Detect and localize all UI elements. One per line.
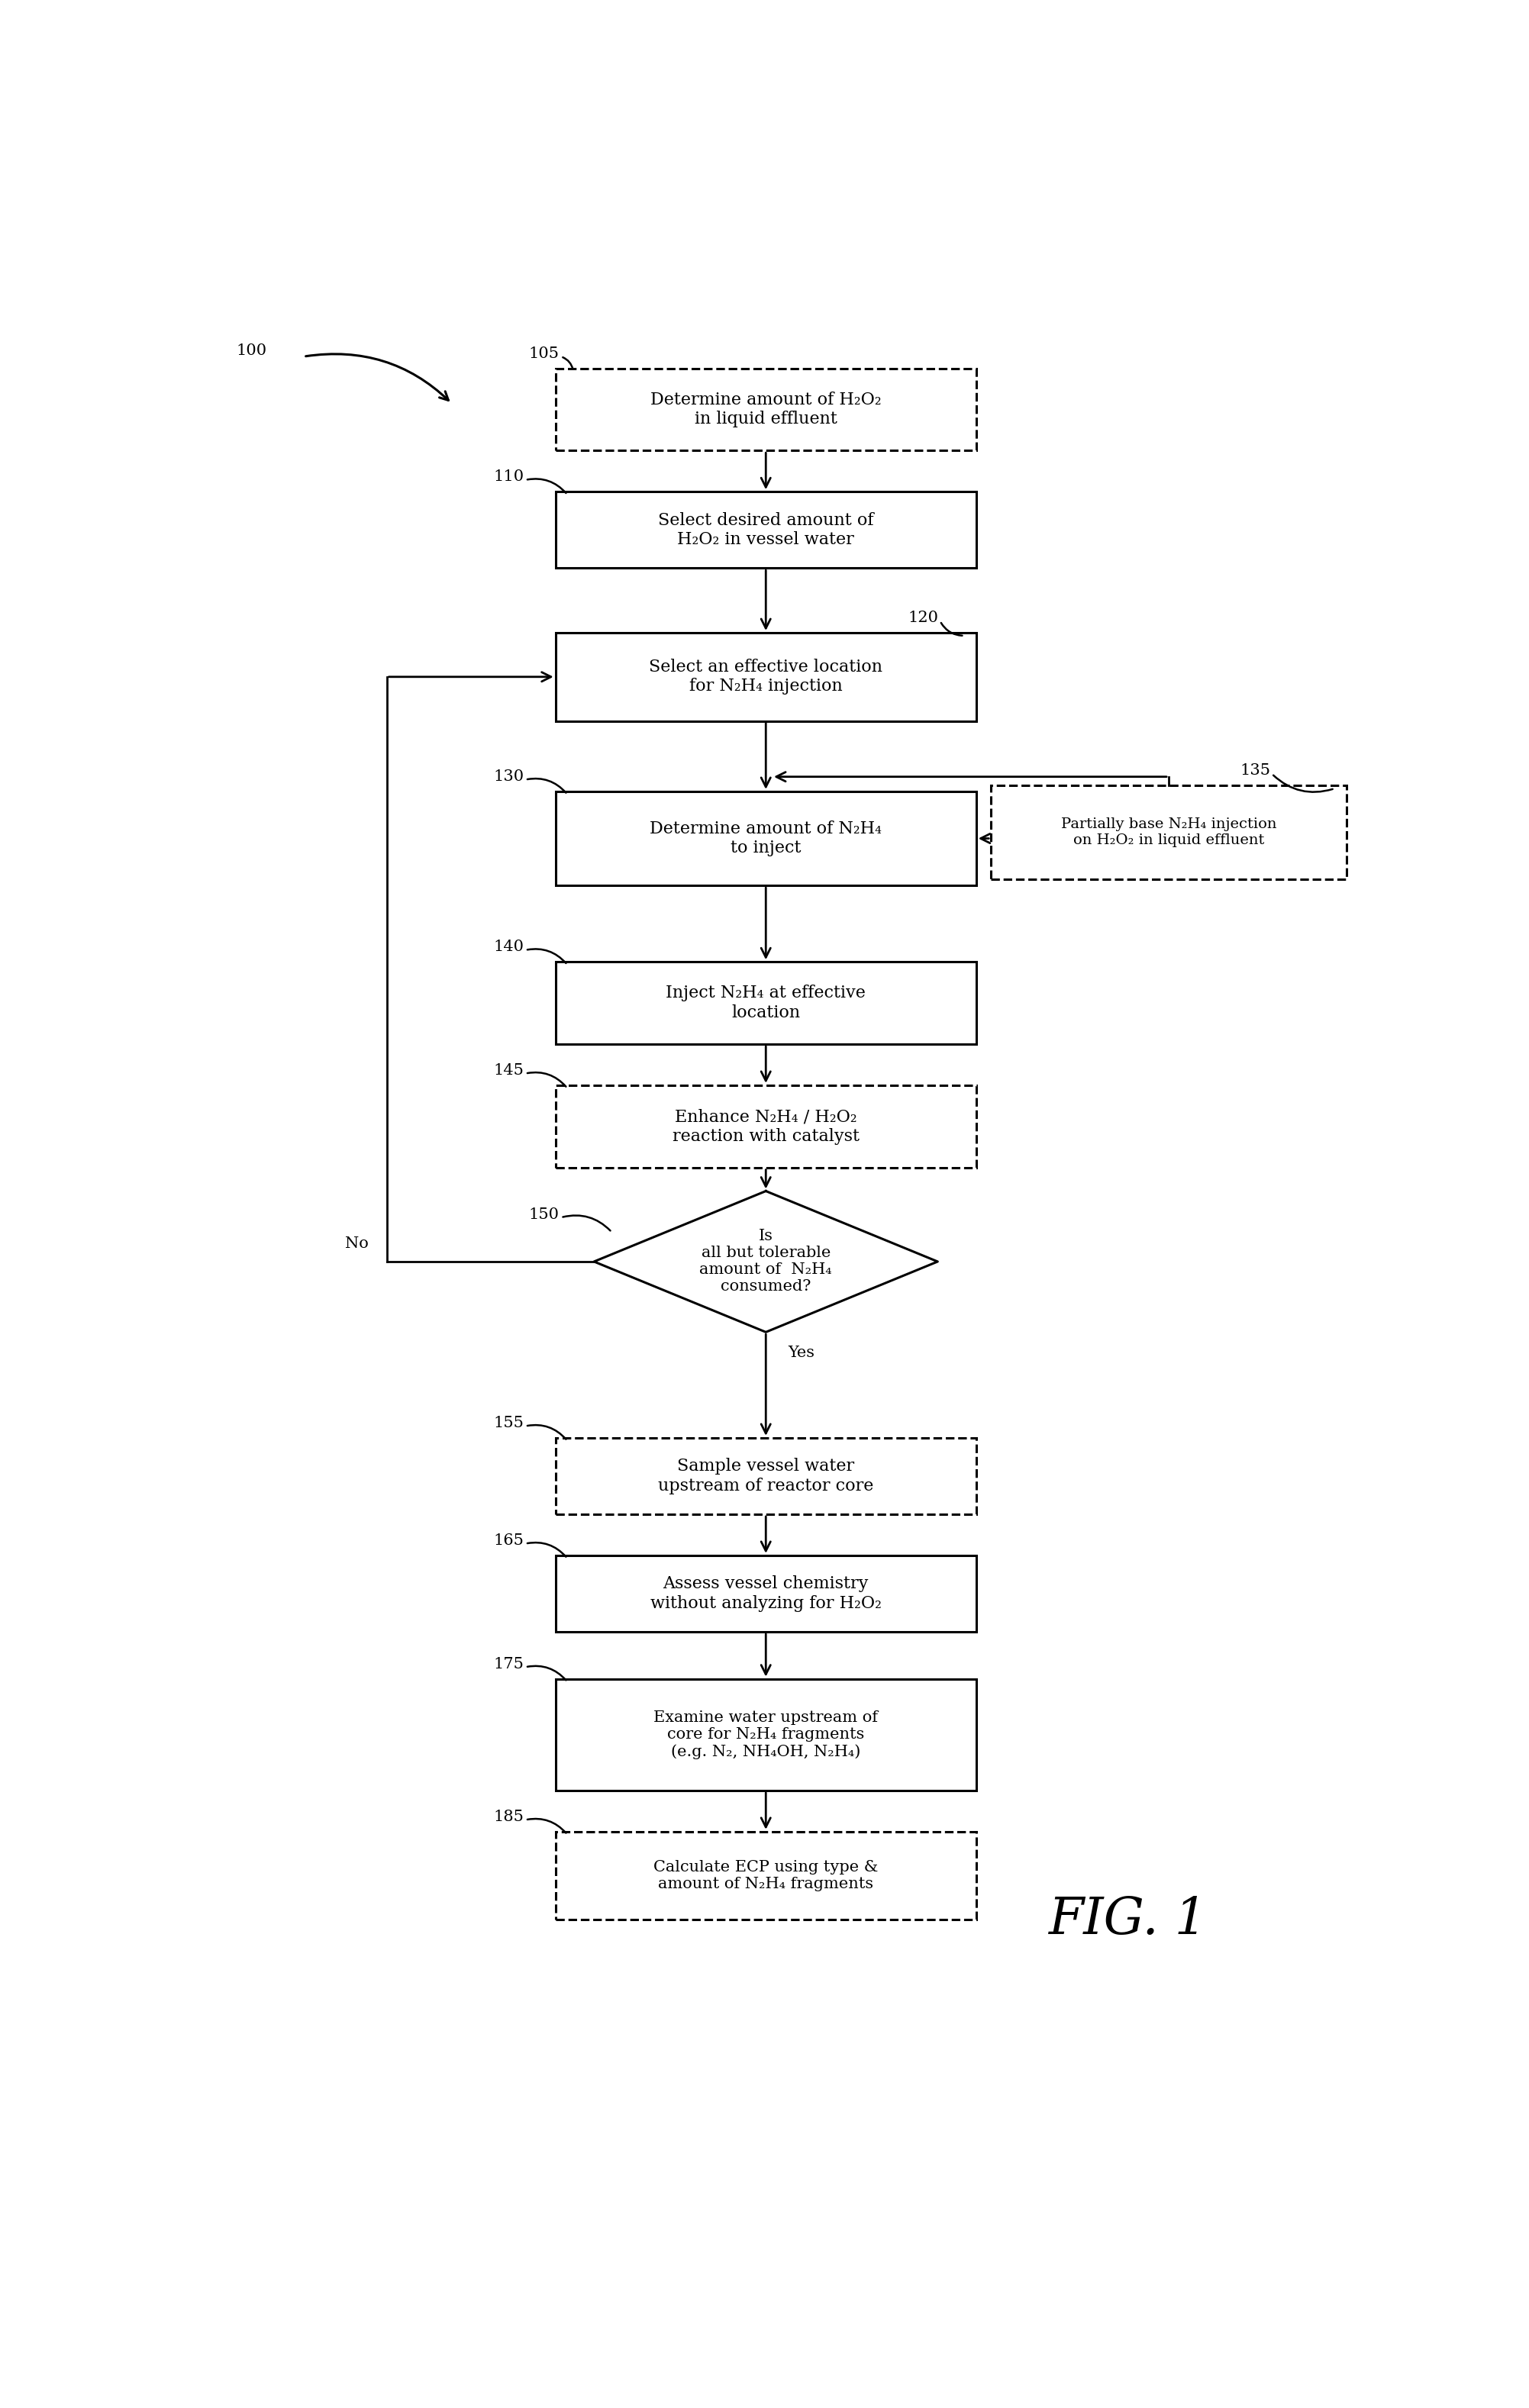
Text: 150: 150	[529, 1206, 560, 1221]
Text: Sample vessel water
upstream of reactor core: Sample vessel water upstream of reactor …	[657, 1457, 873, 1495]
Text: 175: 175	[494, 1657, 524, 1671]
Bar	[555, 1678, 976, 1792]
Text: Calculate ECP using type &
amount of N₂H₄ fragments: Calculate ECP using type & amount of N₂H…	[653, 1859, 878, 1890]
Text: 130: 130	[494, 771, 524, 785]
Bar	[555, 1438, 976, 1515]
Bar	[555, 961, 976, 1045]
Text: 140: 140	[494, 939, 524, 954]
Bar	[555, 792, 976, 886]
Text: Enhance N₂H₄ / H₂O₂
reaction with catalyst: Enhance N₂H₄ / H₂O₂ reaction with cataly…	[673, 1108, 859, 1144]
Text: Partially base N₂H₄ injection
on H₂O₂ in liquid effluent: Partially base N₂H₄ injection on H₂O₂ in…	[1061, 819, 1277, 848]
Bar	[555, 633, 976, 720]
Text: 165: 165	[494, 1534, 524, 1548]
Bar	[555, 491, 976, 568]
Text: Determine amount of N₂H₄
to inject: Determine amount of N₂H₄ to inject	[650, 821, 882, 857]
Text: 100: 100	[235, 344, 266, 359]
Text: No: No	[346, 1238, 368, 1252]
Text: Inject N₂H₄ at effective
location: Inject N₂H₄ at effective location	[667, 985, 865, 1021]
Text: Yes: Yes	[787, 1346, 815, 1361]
Text: 110: 110	[494, 470, 524, 484]
Text: 145: 145	[494, 1064, 524, 1079]
Bar	[555, 368, 976, 450]
Text: 105: 105	[529, 347, 560, 361]
Text: Assess vessel chemistry
without analyzing for H₂O₂: Assess vessel chemistry without analyzin…	[650, 1575, 881, 1611]
Bar	[555, 1556, 976, 1633]
Text: Select desired amount of
H₂O₂ in vessel water: Select desired amount of H₂O₂ in vessel …	[657, 513, 873, 549]
Text: 185: 185	[494, 1811, 524, 1825]
Text: Determine amount of H₂O₂
in liquid effluent: Determine amount of H₂O₂ in liquid efflu…	[650, 393, 881, 429]
Text: 135: 135	[1240, 763, 1271, 778]
Text: 120: 120	[908, 612, 939, 626]
Text: Examine water upstream of
core for N₂H₄ fragments
(e.g. N₂, NH₄OH, N₂H₄): Examine water upstream of core for N₂H₄ …	[653, 1710, 878, 1758]
Text: Select an effective location
for N₂H₄ injection: Select an effective location for N₂H₄ in…	[648, 660, 882, 696]
Bar	[991, 785, 1347, 879]
Bar	[555, 1086, 976, 1168]
Text: FIG. 1: FIG. 1	[1047, 1895, 1206, 1946]
Text: 155: 155	[494, 1416, 524, 1430]
Bar	[555, 1832, 976, 1919]
Text: Is
all but tolerable
amount of  N₂H₄
consumed?: Is all but tolerable amount of N₂H₄ cons…	[700, 1228, 832, 1293]
